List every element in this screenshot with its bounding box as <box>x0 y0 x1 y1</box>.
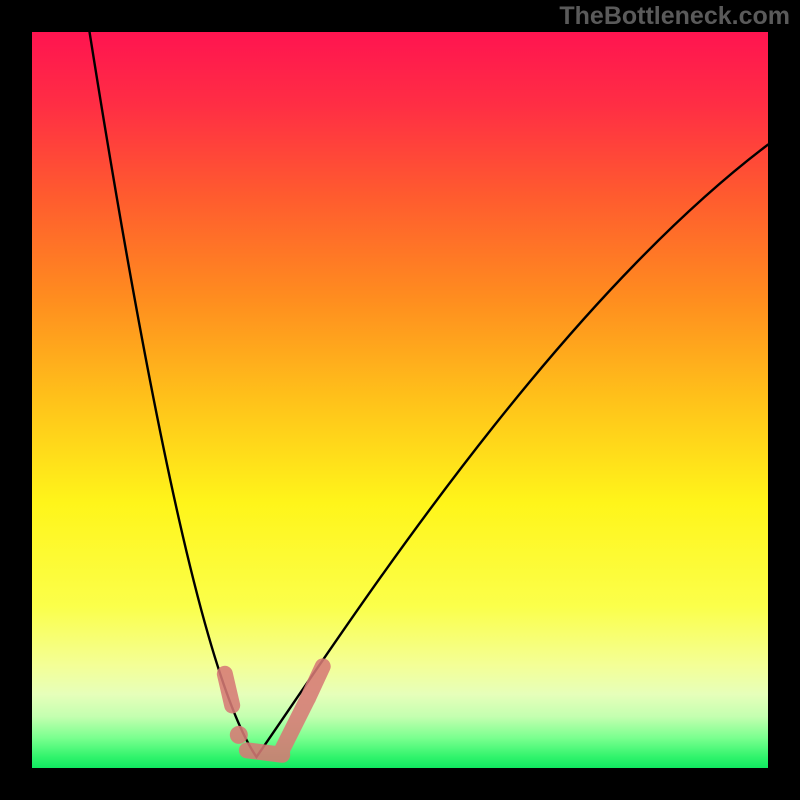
plot-area <box>32 32 768 768</box>
watermark-text: TheBottleneck.com <box>559 2 790 31</box>
gradient-background <box>32 32 768 768</box>
chart-frame: TheBottleneck.com <box>0 0 800 800</box>
chart-svg <box>32 32 768 768</box>
